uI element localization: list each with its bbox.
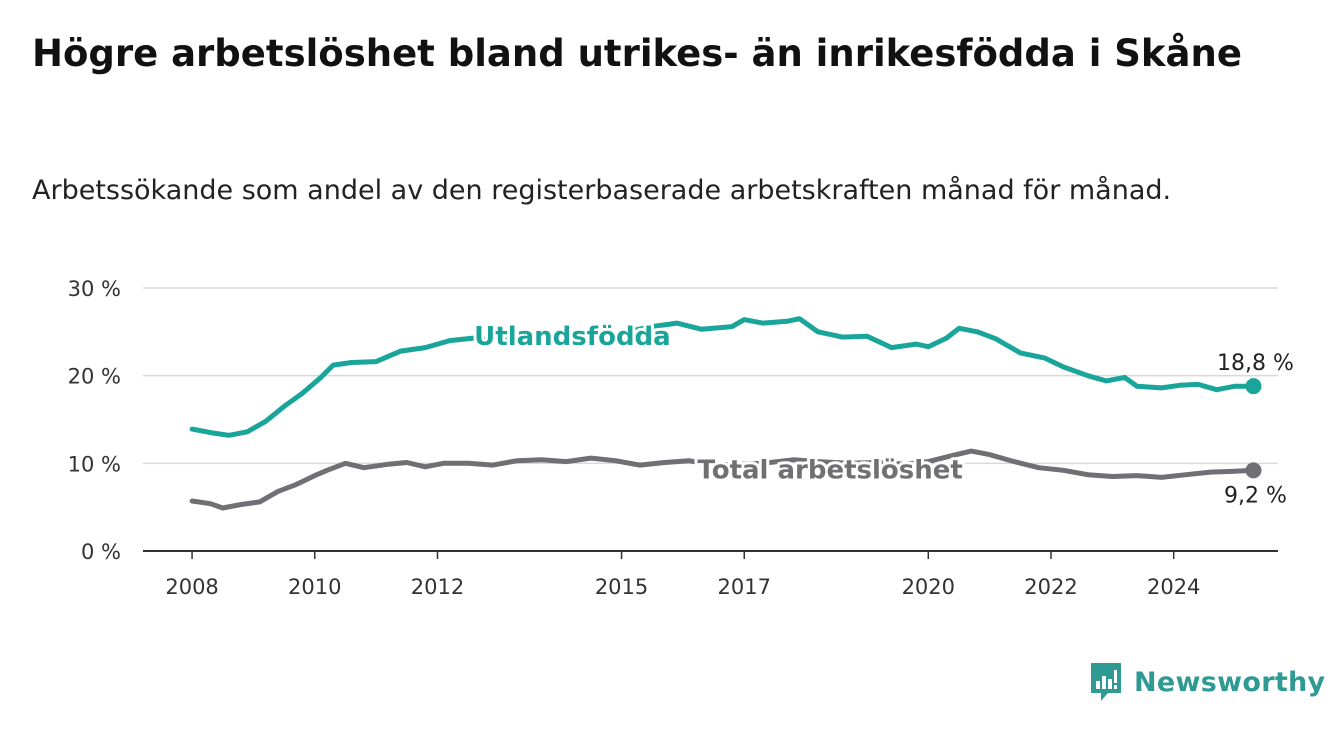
newsworthy-logo-text: Newsworthy	[1134, 666, 1326, 698]
series-end-label-0: 18,8 %	[1217, 351, 1294, 376]
series-line-0	[189, 316, 1256, 438]
y-tick-label: 30 %	[68, 277, 121, 301]
x-tick-label: 2024	[1147, 575, 1200, 599]
series-end-label-1: 9,2 %	[1224, 483, 1287, 508]
newsworthy-logo: Newsworthy	[1088, 660, 1325, 704]
y-axis: 0 % 10 % 20 % 30 %	[68, 277, 121, 564]
x-tick-label: 2010	[288, 575, 341, 599]
series-end-point-0	[1245, 378, 1262, 395]
x-tick-label: 2020	[902, 575, 955, 599]
y-tick-label: 10 %	[68, 452, 121, 476]
x-tick-label: 2015	[595, 575, 648, 599]
x-axis: 2008 2010 2012 2015 2017 2020 2022 2024	[143, 550, 1278, 599]
x-tick-label: 2017	[718, 575, 771, 599]
gridlines	[143, 287, 1278, 465]
y-tick-label: 20 %	[68, 365, 121, 389]
y-tick-label: 0 %	[81, 540, 121, 564]
series-line-1	[189, 448, 1256, 511]
series-name-label: Utlandsfödda	[474, 322, 671, 352]
series-lines	[189, 316, 1262, 511]
series-name-label: Total arbetslöshet	[697, 455, 962, 485]
series-labels: 18,8 % 9,2 % Utlandsfödda Total arbetslöshe…	[471, 319, 1296, 511]
x-tick-label: 2022	[1024, 575, 1077, 599]
newsworthy-logo-icon	[1091, 663, 1121, 701]
chart-subtitle: Arbetssökande som andel av den registerb…	[32, 175, 1172, 206]
x-tick-label: 2012	[411, 575, 464, 599]
chart-title: Högre arbetslöshet bland utrikes- än inr…	[32, 32, 1242, 75]
series-end-point-1	[1245, 462, 1262, 479]
x-tick-label: 2008	[165, 575, 218, 599]
